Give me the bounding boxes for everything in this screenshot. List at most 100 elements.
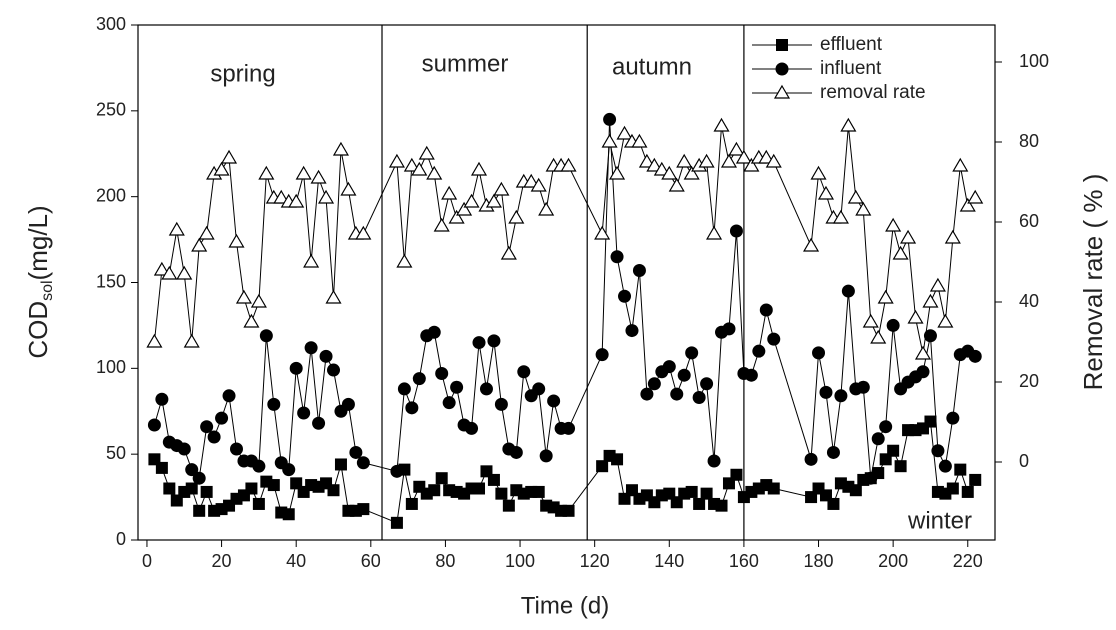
x-tick-label: 220 [953, 551, 983, 571]
marker [812, 346, 826, 360]
marker [185, 482, 198, 495]
y2-tick-label: 60 [1019, 211, 1039, 231]
marker [332, 141, 350, 156]
marker [288, 193, 305, 208]
marker [609, 165, 626, 180]
marker [317, 189, 335, 204]
marker [200, 420, 214, 434]
legend-label: influent [820, 58, 882, 79]
marker [532, 485, 545, 498]
y-label-main: COD [23, 301, 53, 359]
marker [532, 382, 546, 396]
marker [487, 334, 501, 348]
marker [952, 157, 969, 172]
y-tick-label: 50 [106, 443, 126, 463]
marker [929, 277, 946, 292]
marker [775, 62, 789, 76]
marker [743, 157, 760, 172]
marker [388, 153, 405, 168]
marker [595, 348, 609, 362]
y-tick-label: 150 [96, 271, 126, 291]
marker [676, 153, 693, 168]
marker [282, 508, 295, 521]
legend-label: effluent [820, 34, 883, 55]
marker [900, 229, 917, 244]
marker [954, 463, 967, 476]
marker [661, 165, 678, 180]
marker [539, 449, 553, 463]
marker [601, 133, 618, 148]
marker [207, 430, 221, 444]
y2-tick-label: 40 [1019, 291, 1039, 311]
marker [250, 293, 267, 308]
y-tick-label: 200 [96, 185, 126, 205]
x-tick-label: 20 [212, 551, 232, 571]
marker [428, 484, 441, 497]
marker [937, 313, 954, 328]
marker [562, 421, 576, 435]
marker [547, 501, 560, 514]
marker [776, 39, 788, 51]
marker [509, 445, 523, 459]
marker [856, 380, 870, 394]
marker [759, 303, 773, 317]
marker [228, 233, 245, 248]
y2-tick-label: 100 [1019, 51, 1049, 71]
y2-tick-label: 0 [1019, 451, 1029, 471]
marker [183, 333, 200, 348]
marker [610, 250, 624, 264]
marker [341, 397, 355, 411]
marker [185, 463, 199, 477]
marker [508, 209, 525, 224]
marker [191, 237, 208, 252]
x-tick-label: 200 [878, 551, 908, 571]
marker [707, 454, 721, 468]
marker [435, 472, 448, 485]
marker [493, 181, 510, 196]
marker [412, 372, 426, 386]
marker [327, 484, 340, 497]
marker [765, 153, 782, 168]
marker [155, 461, 168, 474]
marker [907, 309, 924, 324]
marker [403, 157, 420, 172]
marker [235, 289, 253, 304]
marker [213, 161, 230, 176]
marker [841, 284, 855, 298]
x-tick-label: 180 [804, 551, 834, 571]
season-label: autumn [612, 53, 692, 80]
marker [252, 459, 266, 473]
marker [450, 380, 464, 394]
marker [832, 209, 849, 224]
marker [720, 153, 738, 168]
marker [340, 181, 357, 196]
marker [596, 460, 609, 473]
marker [155, 392, 169, 406]
marker [603, 112, 617, 126]
marker [547, 394, 561, 408]
season-label: winter [907, 507, 972, 534]
marker [886, 318, 900, 332]
marker [355, 225, 372, 240]
marker [200, 485, 213, 498]
marker [855, 201, 872, 216]
marker [473, 482, 486, 495]
season-label: summer [422, 50, 509, 77]
marker [295, 165, 312, 180]
marker [479, 382, 493, 396]
marker [959, 197, 976, 212]
marker [555, 504, 568, 517]
marker [258, 165, 275, 180]
marker [198, 225, 215, 240]
marker [631, 133, 648, 148]
marker [916, 365, 930, 379]
marker [892, 245, 909, 260]
marker [728, 141, 745, 156]
marker [646, 157, 663, 172]
marker [969, 473, 982, 486]
marker [356, 456, 370, 470]
marker [487, 473, 500, 486]
marker [500, 245, 517, 260]
marker [229, 442, 243, 456]
marker [700, 377, 714, 391]
